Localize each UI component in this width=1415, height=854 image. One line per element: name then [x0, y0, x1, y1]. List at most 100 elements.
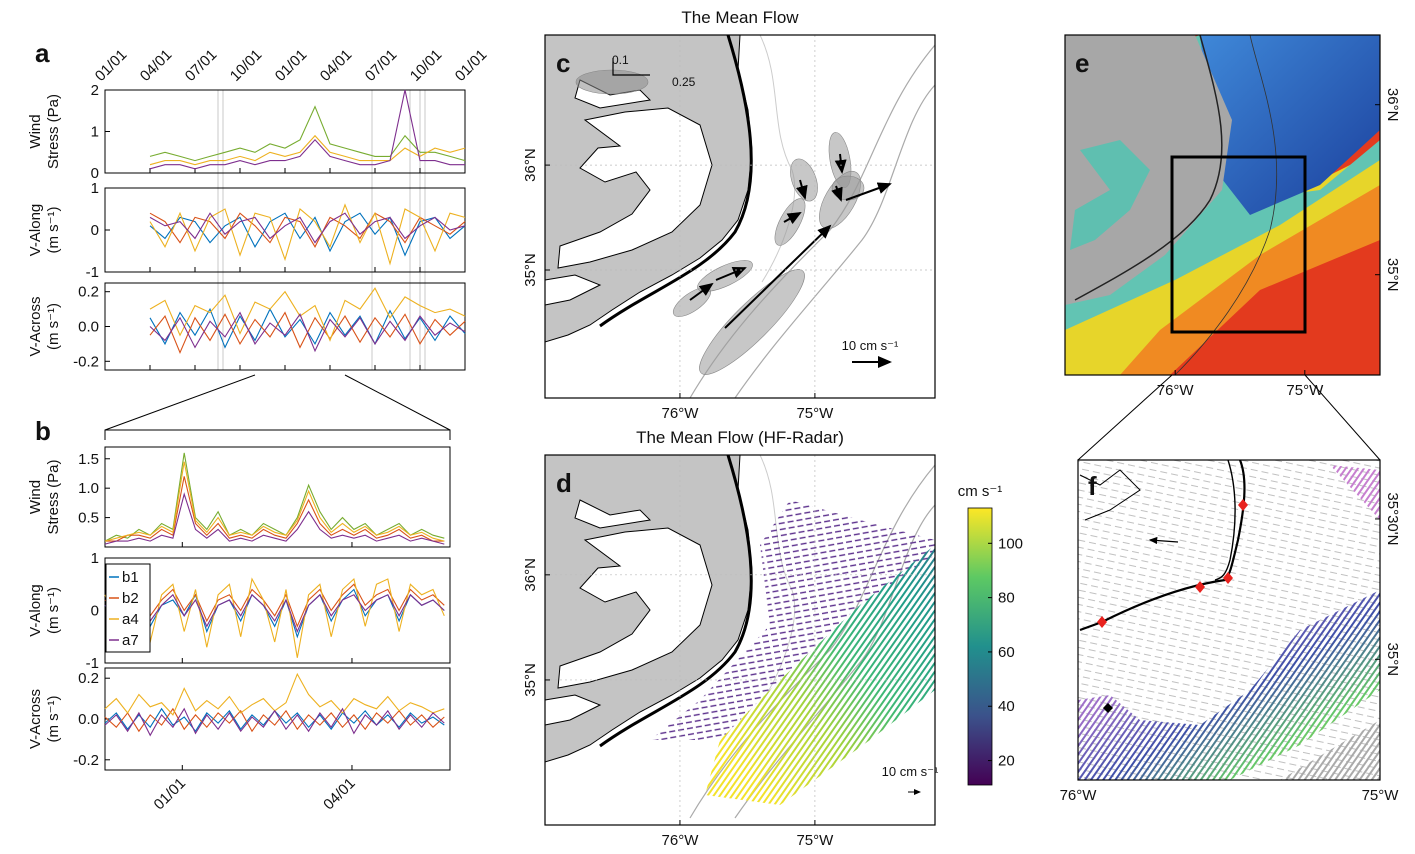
map-d-content: [543, 453, 937, 820]
y-axis-label: Wind: [27, 480, 44, 514]
y-tick-label: 35°N: [522, 663, 539, 697]
series-line: [104, 461, 445, 542]
colorbar: [967, 507, 993, 786]
legend-box: [105, 563, 151, 653]
y-tick-label: 36°N: [522, 558, 539, 592]
x-tick-label: 75°W: [1362, 787, 1400, 804]
panel-letter: c: [556, 48, 570, 78]
series-line: [149, 212, 466, 248]
x-tick-label: 76°W: [662, 405, 700, 422]
map-title: The Mean Flow: [681, 8, 799, 27]
colorbar-tick-label: 60: [998, 644, 1015, 661]
panel-letter: e: [1075, 48, 1089, 78]
y-tick-label: 1: [91, 180, 99, 197]
x-tick-label: 01/01: [452, 46, 491, 85]
y-tick-label: 2: [91, 82, 99, 99]
legend-label: b2: [122, 590, 139, 607]
colorbar-label: cm s⁻¹: [958, 483, 1003, 500]
y-tick-label: 0: [91, 222, 99, 239]
y-tick-label: 0.0: [78, 319, 99, 336]
series-line: [149, 311, 466, 353]
y-tick-label: -0.2: [73, 752, 99, 769]
x-tick-label: 04/01: [137, 46, 176, 85]
y-axis-label: (m s⁻¹): [45, 206, 62, 253]
zoom-connector: [104, 374, 451, 440]
x-tick-label: 76°W: [662, 832, 700, 849]
panel-letter: f: [1088, 471, 1097, 501]
panel-letter: d: [556, 468, 572, 498]
legend-label: b1: [122, 569, 139, 586]
ellipse-scale-label: 0.1: [612, 53, 629, 67]
y-tick-label: 0.2: [78, 284, 99, 301]
series-line: [104, 577, 445, 658]
series-line: [149, 89, 465, 170]
series-line: [104, 593, 445, 633]
y-tick-label: 0: [91, 603, 99, 620]
y-axis-label: V-Across: [27, 689, 44, 749]
y-tick-label: 35°N: [1384, 258, 1401, 292]
series-line: [104, 583, 445, 628]
x-tick-label: 07/01: [362, 46, 401, 85]
series-line: [149, 105, 466, 162]
y-axis-label: Stress (Pa): [45, 94, 62, 169]
y-tick-label: -1: [86, 264, 99, 281]
x-tick-label: 01/01: [92, 46, 131, 85]
colorbar-tick-label: 100: [998, 535, 1023, 552]
y-tick-label: 1: [91, 550, 99, 567]
zoom-connector: [1077, 374, 1381, 461]
legend-label: a7: [122, 632, 139, 649]
series-line: [104, 707, 445, 733]
y-tick-label: 36°N: [1384, 88, 1401, 122]
y-axis-label: V-Along: [27, 584, 44, 637]
colorbar-tick-label: 20: [998, 753, 1015, 770]
x-tick-label: 10/01: [407, 46, 446, 85]
map-f-content: [1078, 459, 1380, 780]
panel-letter: b: [35, 416, 51, 446]
x-tick-label: 04/01: [320, 775, 359, 814]
y-tick-label: 1.5: [78, 451, 99, 468]
y-tick-label: 0.0: [78, 711, 99, 728]
map-title: The Mean Flow (HF-Radar): [636, 428, 844, 447]
series-line: [104, 452, 445, 542]
x-tick-label: 01/01: [151, 775, 190, 814]
x-tick-label: 76°W: [1157, 382, 1195, 399]
map-c-content: [543, 33, 937, 400]
y-tick-label: 35°N: [522, 253, 539, 287]
map-e-content: [1065, 34, 1380, 376]
y-tick-label: 1: [91, 124, 99, 141]
series-line: [149, 287, 466, 342]
panel-letter: a: [35, 38, 50, 68]
y-tick-label: 36°N: [522, 148, 539, 182]
series-line: [149, 212, 466, 257]
y-tick-label: 0: [91, 165, 99, 182]
map-frame: [1064, 34, 1381, 376]
y-tick-label: -1: [86, 655, 99, 672]
y-axis-label: Stress (Pa): [45, 459, 62, 534]
x-tick-label: 75°W: [796, 405, 834, 422]
colorbar-tick-label: 40: [998, 698, 1015, 715]
map-frame: [544, 454, 936, 826]
series-line: [149, 212, 466, 244]
series-line: [149, 134, 466, 166]
y-axis-label: V-Across: [27, 296, 44, 356]
series-line: [149, 307, 466, 349]
x-tick-label: 76°W: [1060, 787, 1098, 804]
y-tick-label: 0.2: [78, 670, 99, 687]
map-frame: [544, 34, 936, 399]
colorbar-tick-label: 80: [998, 590, 1015, 607]
y-axis-label: V-Along: [27, 204, 44, 257]
y-tick-label: 35°30'N: [1384, 492, 1401, 545]
series-line: [104, 492, 445, 545]
y-tick-label: 35°N: [1384, 643, 1401, 677]
y-axis-label: (m s⁻¹): [45, 587, 62, 634]
ellipse-scale-label: 0.25: [672, 75, 696, 89]
y-axis-label: (m s⁻¹): [45, 303, 62, 350]
y-tick-label: 1.0: [78, 480, 99, 497]
map-frame: [1077, 459, 1381, 781]
series-line: [105, 476, 445, 542]
y-tick-label: 0.5: [78, 510, 99, 527]
x-tick-label: 75°W: [796, 832, 834, 849]
x-tick-label: 01/01: [272, 46, 311, 85]
series-line: [104, 672, 445, 716]
